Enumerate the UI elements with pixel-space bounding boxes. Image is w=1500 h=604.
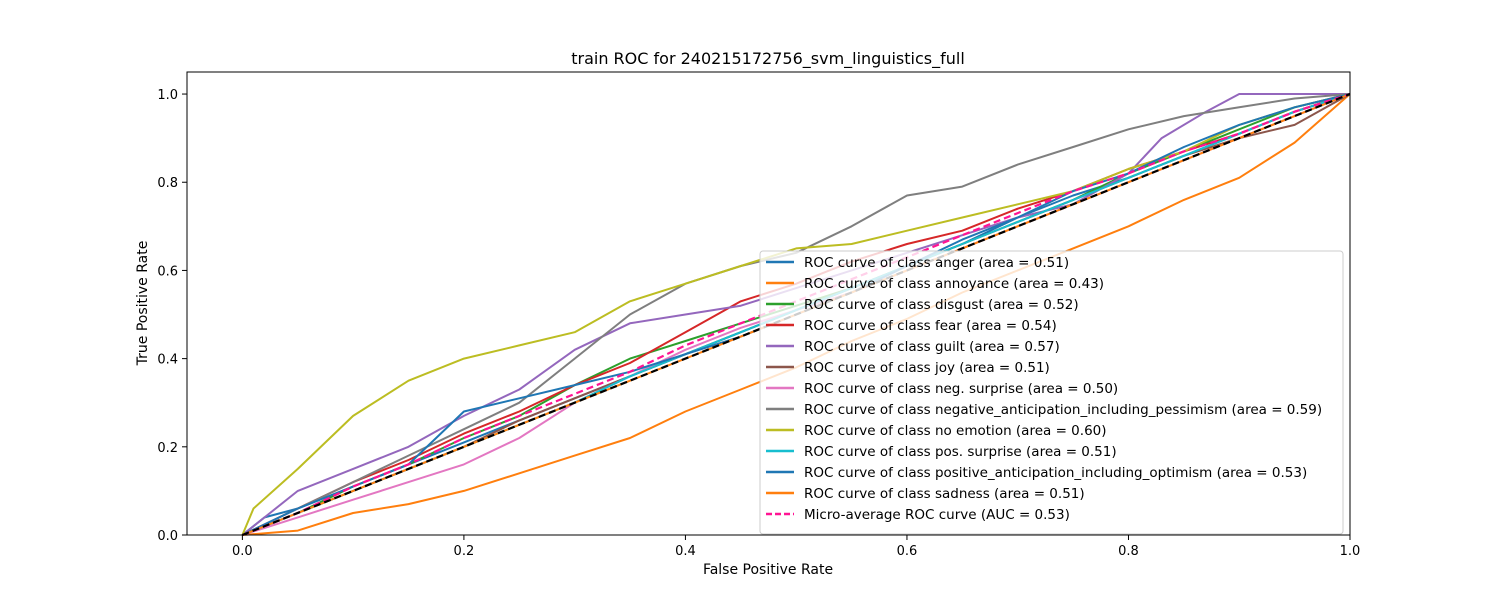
legend-entry-label: ROC curve of class sadness (area = 0.51) — [804, 486, 1085, 502]
x-tick-label: 0.0 — [232, 544, 253, 559]
legend-entry-label: ROC curve of class no emotion (area = 0.… — [804, 423, 1107, 439]
y-tick-label: 0.6 — [157, 264, 178, 279]
legend: ROC curve of class anger (area = 0.51) RO… — [759, 250, 1344, 535]
x-tick-label: 0.2 — [454, 544, 475, 559]
x-tick-label: 0.4 — [675, 544, 696, 559]
y-tick-label: 0.4 — [157, 353, 178, 368]
x-axis-label: False Positive Rate — [703, 562, 833, 578]
legend-entry-label: ROC curve of class pos. surprise (area =… — [804, 444, 1117, 460]
y-tick-label: 1.0 — [157, 88, 178, 103]
x-tick-label: 1.0 — [1340, 544, 1361, 559]
y-tick-label: 0.2 — [157, 441, 178, 456]
y-tick-label: 0.8 — [157, 176, 178, 191]
y-axis-ticks: 0.0 0.2 0.4 0.6 0.8 1.0 — [157, 88, 187, 544]
roc-curve-12 — [241, 92, 1351, 537]
chart-title: train ROC for 240215172756_svm_linguisti… — [571, 49, 965, 69]
x-tick-label: 0.8 — [1118, 544, 1139, 559]
legend-entry-label: ROC curve of class fear (area = 0.54) — [804, 318, 1057, 334]
y-axis-label: True Positive Rate — [135, 241, 151, 367]
legend-entry-label: ROC curve of class anger (area = 0.51) — [804, 255, 1069, 271]
plot-frame — [186, 71, 1351, 536]
legend-entry-label: ROC curve of class joy (area = 0.51) — [804, 360, 1050, 376]
y-tick-label: 0.0 — [157, 529, 178, 544]
x-tick-label: 0.6 — [897, 544, 918, 559]
x-axis-ticks: 0.0 0.2 0.4 0.6 0.8 1.0 — [232, 535, 1360, 559]
legend-box — [759, 250, 1344, 535]
legend-entry-label: ROC curve of class negative_anticipation… — [804, 402, 1322, 418]
legend-entry-label: ROC curve of class positive_anticipation… — [804, 465, 1307, 481]
legend-entry-label: ROC curve of class disgust (area = 0.52) — [804, 297, 1079, 313]
legend-entry-label: Micro-average ROC curve (AUC = 0.53) — [804, 507, 1070, 523]
legend-entry-label: ROC curve of class neg. surprise (area =… — [804, 381, 1118, 397]
legend-entry-label: ROC curve of class guilt (area = 0.57) — [804, 339, 1060, 355]
legend-entry-label: ROC curve of class annoyance (area = 0.4… — [804, 276, 1104, 292]
